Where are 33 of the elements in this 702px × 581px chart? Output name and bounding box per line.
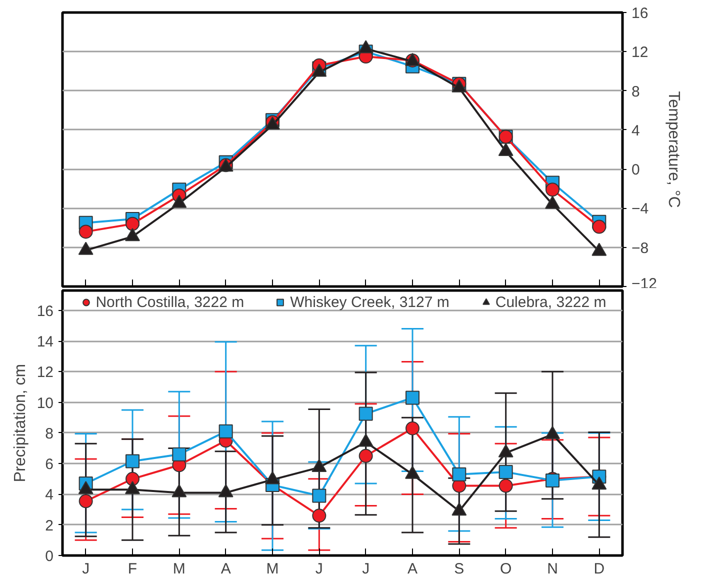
- legend-label: Whiskey Creek, 3127 m: [290, 294, 450, 310]
- legend-label: Culebra, 3222 m: [495, 294, 606, 310]
- x-tick-label: J: [362, 560, 370, 578]
- y-tick-label: 6: [45, 456, 54, 474]
- y-tick-label: 12: [36, 364, 54, 382]
- y-tick-label: 16: [36, 302, 54, 320]
- y-axis-title: Precipitation, cm: [12, 364, 29, 482]
- x-tick-label: D: [594, 560, 605, 578]
- y-tick-label: −4: [632, 200, 649, 218]
- y-tick-label: −8: [632, 240, 649, 257]
- x-tick-label: J: [315, 560, 323, 578]
- y-tick-label: 0: [45, 548, 54, 565]
- y-tick-label: 4: [45, 486, 54, 504]
- y-tick-label: 8: [632, 83, 640, 100]
- y-tick-label: 4: [632, 122, 640, 140]
- y-tick-label: 10: [36, 394, 54, 412]
- y-tick-label: 16: [632, 5, 648, 22]
- y-tick-label: 8: [45, 425, 54, 442]
- y-axis-title: Temperature, °C: [664, 91, 682, 208]
- y-tick-label: 12: [632, 44, 648, 62]
- x-tick-label: M: [266, 560, 279, 578]
- x-tick-label: M: [172, 560, 186, 578]
- y-tick-label: 14: [36, 334, 54, 351]
- x-tick-label: F: [128, 560, 138, 578]
- x-tick-label: N: [547, 560, 558, 578]
- x-tick-label: S: [454, 560, 464, 578]
- x-tick-label: A: [408, 560, 418, 578]
- y-tick-label: 2: [45, 517, 54, 534]
- x-tick-label: A: [220, 560, 231, 578]
- x-tick-label: O: [500, 560, 512, 578]
- legend-label: North Costilla, 3222 m: [96, 294, 244, 310]
- x-tick-label: J: [82, 560, 90, 578]
- y-tick-label: 0: [632, 162, 640, 179]
